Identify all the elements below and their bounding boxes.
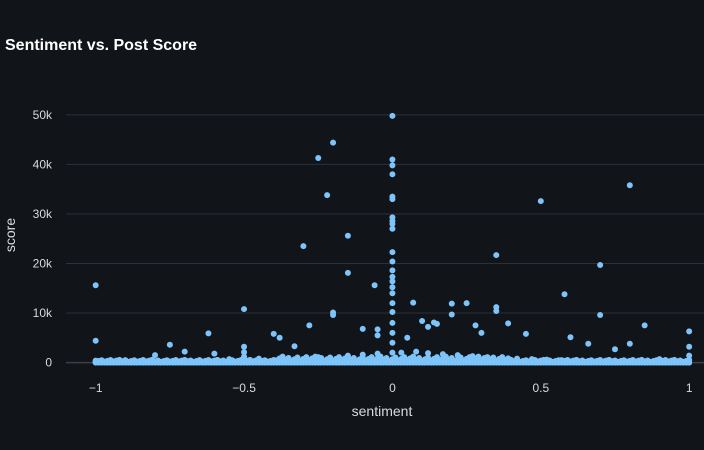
data-point [686,352,693,359]
y-tick-label: 20k [33,256,53,270]
data-point [330,312,337,319]
data-point [398,349,405,356]
data-point [276,334,283,341]
data-point [389,300,396,307]
data-point [92,282,99,289]
data-point [181,348,188,355]
x-tick-label: −1 [89,381,103,395]
data-point [241,306,248,313]
data-point [597,261,604,268]
data-point [419,317,426,324]
data-point [389,196,396,203]
x-axis-label: sentiment [352,403,413,419]
data-point [389,162,396,169]
data-point [389,329,396,336]
chart-title: Sentiment vs. Post Score [5,37,197,54]
y-tick-label: 50k [33,108,53,122]
data-point [389,339,396,346]
data-point [389,273,396,280]
data-point [205,330,212,337]
y-tick-label: 0 [45,356,52,370]
data-point [389,319,396,326]
data-point [152,352,159,359]
data-point [611,346,618,353]
data-point [92,337,99,344]
data-points [92,112,693,366]
data-point [344,269,351,276]
data-point [626,182,633,189]
x-tick-label: 0 [389,381,396,395]
y-tick-label: 10k [33,306,53,320]
data-point [291,343,298,350]
data-point [270,330,277,337]
data-point [315,154,322,161]
data-point [425,323,432,330]
data-point [522,330,529,337]
x-tick-label: −0.5 [232,381,256,395]
data-point [567,334,574,341]
data-point [371,282,378,289]
data-point [389,267,396,274]
data-point [448,300,455,307]
data-point [389,249,396,256]
y-tick-label: 30k [33,207,53,221]
data-point [389,220,396,227]
data-point [374,326,381,333]
data-point [389,284,396,291]
data-point [344,232,351,239]
data-point [389,349,396,356]
data-point [404,334,411,341]
x-tick-labels: −1 −0.5 0 0.5 1 [89,381,693,395]
data-point [472,322,479,329]
data-point [410,299,417,306]
data-point [389,171,396,178]
data-point [389,290,396,297]
data-point [241,349,248,356]
data-point [561,291,568,298]
data-point [389,156,396,163]
data-point [389,309,396,316]
data-point [359,325,366,332]
data-point [324,192,331,199]
data-point [686,328,693,335]
data-point [425,350,432,357]
data-point [166,341,173,348]
data-point [300,243,307,250]
data-point [389,225,396,232]
data-point [641,322,648,329]
data-point [686,357,693,364]
x-tick-label: 1 [686,381,693,395]
data-point [585,340,592,347]
data-point [626,340,633,347]
data-point [306,322,313,329]
y-tick-labels: 0 10k 20k 30k 40k 50k [33,108,53,370]
x-tick-label: 0.5 [532,381,549,395]
data-point [433,320,440,327]
y-axis-label: score [2,218,18,252]
data-point [448,311,455,318]
data-point [686,343,693,350]
data-point [330,139,337,146]
data-point [389,278,396,285]
y-tick-label: 40k [33,157,53,171]
data-point [463,300,470,307]
data-point [413,348,420,355]
data-point [537,198,544,205]
data-point [241,343,248,350]
data-point [389,112,396,119]
data-point [493,308,500,315]
data-point [597,312,604,319]
data-point [389,258,396,265]
data-point [505,320,512,327]
gridlines [66,114,704,364]
data-point [211,350,218,357]
data-point [493,252,500,259]
data-point [374,332,381,339]
data-point [478,329,485,336]
